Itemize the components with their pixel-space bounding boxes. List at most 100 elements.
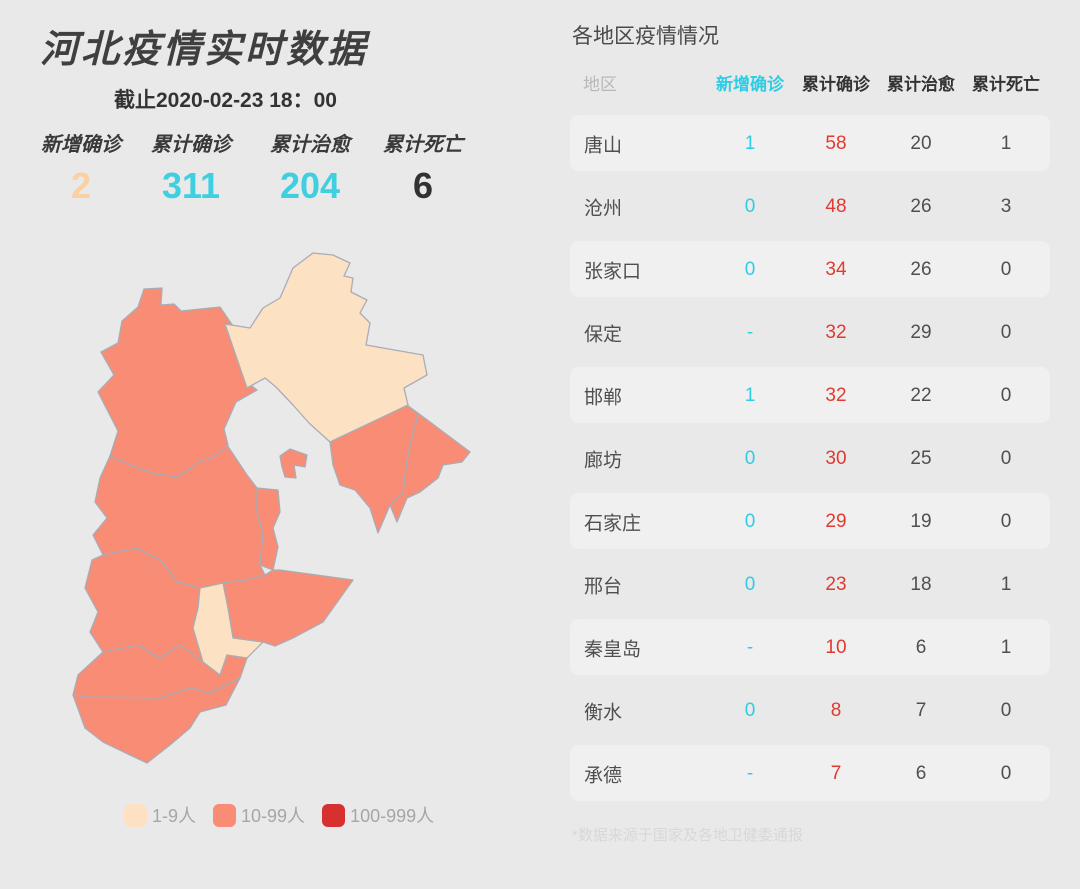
cell-deaths: 1 (1000, 573, 1012, 595)
cell-new: 0 (744, 699, 756, 721)
stat-label: 累计治愈 (270, 134, 350, 156)
cell-new: 0 (744, 195, 756, 217)
cell-cured: 25 (910, 447, 932, 469)
cell-new: 1 (744, 384, 756, 406)
map-legend: 1-9人 10-99人 100-999人 (124, 802, 434, 828)
map-region-cangzhou[interactable] (222, 569, 354, 647)
cell-confirmed: 29 (825, 510, 847, 532)
cell-new: - (746, 636, 754, 658)
cell-cured: 6 (915, 636, 927, 658)
map-region-qinhuangdao[interactable] (389, 404, 471, 523)
map-region-langfang[interactable] (256, 487, 281, 571)
map-region-langfang-exclave[interactable] (279, 448, 308, 479)
stat-new-confirmed: 新增确诊 2 (29, 128, 133, 207)
cell-confirmed: 34 (825, 258, 847, 280)
legend-swatch (213, 803, 237, 827)
table-body: 唐山 1 58 20 1 沧州 0 48 26 3 张家口 0 34 26 0 保定 - 32 29 0 邯郸 1 32 22… (570, 112, 1050, 805)
legend-swatch (322, 803, 346, 827)
cell-cured: 22 (910, 384, 932, 406)
column-header-cured: 累计治愈 (887, 75, 955, 94)
cell-deaths: 0 (1000, 258, 1012, 280)
legend-swatch (124, 803, 147, 827)
cell-region: 秦皇岛 (584, 639, 642, 660)
cell-cured: 20 (910, 132, 932, 154)
cell-cured: 29 (910, 321, 932, 343)
legend-label: 1-9人 (152, 806, 197, 826)
cell-confirmed: 23 (825, 573, 847, 595)
cell-cured: 19 (910, 510, 932, 532)
cell-cured: 6 (915, 762, 927, 784)
region-table-panel: 各地区疫情情况 地区 新增确诊 累计确诊 累计治愈 累计死亡 唐山 1 58 20 1 沧… (570, 0, 1050, 889)
data-source-footnote: *数据来源于国家及各地卫健委通报 (572, 827, 803, 844)
stat-value: 2 (70, 165, 92, 206)
column-header-confirmed: 累计确诊 (802, 75, 870, 94)
cell-confirmed: 30 (825, 447, 847, 469)
cell-region: 沧州 (584, 198, 623, 219)
cell-deaths: 0 (1000, 699, 1012, 721)
cell-deaths: 1 (1000, 636, 1012, 658)
cell-new: 1 (744, 132, 756, 154)
cell-region: 张家口 (584, 261, 642, 282)
stat-label: 累计死亡 (383, 134, 463, 156)
table-row-张家口: 张家口 0 34 26 0 (570, 238, 1050, 301)
table-header: 地区 新增确诊 累计确诊 累计治愈 累计死亡 (570, 70, 1050, 94)
table-row-沧州: 沧州 0 48 26 3 (570, 175, 1050, 238)
cell-cured: 7 (915, 699, 927, 721)
cell-confirmed: 32 (825, 384, 847, 406)
cell-deaths: 0 (1000, 510, 1012, 532)
cell-confirmed: 32 (825, 321, 847, 343)
map-region-hengshui[interactable] (192, 582, 264, 676)
legend-label: 10-99人 (241, 806, 306, 826)
stat-value: 6 (412, 165, 434, 206)
legend-item: 1-9人 (124, 802, 196, 828)
table-row-邢台: 邢台 0 23 18 1 (570, 553, 1050, 616)
cell-region: 石家庄 (584, 513, 642, 534)
stat-label: 新增确诊 (41, 134, 121, 156)
legend-item: 10-99人 (213, 802, 305, 828)
cell-cured: 18 (910, 573, 932, 595)
cell-region: 唐山 (584, 135, 623, 156)
table-title: 各地区疫情情况 (572, 25, 719, 48)
map-region-zhangjiakou[interactable] (97, 287, 258, 478)
column-header-new: 新增确诊 (716, 75, 784, 94)
cell-confirmed: 7 (830, 762, 842, 784)
cell-confirmed: 10 (825, 636, 847, 658)
table-row-承德: 承德 - 7 6 0 (570, 742, 1050, 805)
column-header-deaths: 累计死亡 (972, 75, 1040, 94)
map-region-handan[interactable] (72, 677, 241, 764)
cell-confirmed: 58 (825, 132, 847, 154)
legend-label: 100-999人 (350, 806, 435, 826)
cell-deaths: 0 (1000, 384, 1012, 406)
cell-region: 邢台 (584, 576, 623, 597)
stat-total-deaths: 累计死亡 6 (371, 128, 475, 207)
as-of-timestamp: 截止2020-02-23 18：00 (114, 89, 337, 112)
stat-value: 204 (279, 165, 341, 206)
table-row-唐山: 唐山 1 58 20 1 (570, 112, 1050, 175)
cell-region: 保定 (584, 324, 623, 345)
table-row-邯郸: 邯郸 1 32 22 0 (570, 364, 1050, 427)
cell-new: 0 (744, 447, 756, 469)
page-title: 河北疫情实时数据 (40, 29, 369, 71)
table-row-衡水: 衡水 0 8 7 0 (570, 679, 1050, 742)
stat-total-confirmed: 累计确诊 311 (139, 128, 243, 207)
cell-deaths: 0 (1000, 447, 1012, 469)
cell-deaths: 0 (1000, 762, 1012, 784)
stat-total-cured: 累计治愈 204 (258, 128, 362, 207)
cell-region: 承德 (584, 765, 623, 786)
cell-new: 0 (744, 258, 756, 280)
cell-new: - (746, 762, 754, 784)
table-row-保定: 保定 - 32 29 0 (570, 301, 1050, 364)
legend-item: 100-999人 (322, 802, 434, 828)
cell-confirmed: 48 (825, 195, 847, 217)
map-region-chengde[interactable] (224, 252, 428, 443)
cell-region: 衡水 (584, 702, 623, 723)
hebei-choropleth-map (60, 245, 480, 805)
cell-cured: 26 (910, 195, 932, 217)
cell-deaths: 0 (1000, 321, 1012, 343)
cell-new: 0 (744, 510, 756, 532)
column-header-region: 地区 (583, 75, 617, 94)
cell-region: 廊坊 (584, 450, 623, 471)
table-row-廊坊: 廊坊 0 30 25 0 (570, 427, 1050, 490)
cell-new: 0 (744, 573, 756, 595)
